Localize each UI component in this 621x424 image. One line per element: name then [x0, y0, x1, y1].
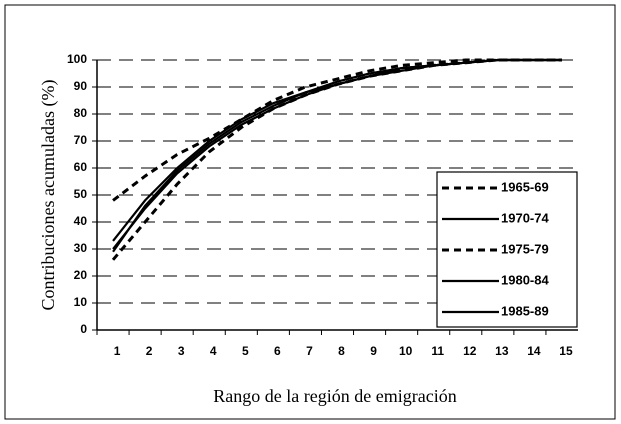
legend-label: 1970-74: [501, 210, 549, 225]
x-tick-label: 8: [338, 344, 345, 358]
x-tick-label: 13: [495, 344, 509, 358]
y-tick-label: 50: [74, 187, 88, 201]
frame: [4, 4, 616, 420]
x-tick-label: 10: [399, 344, 413, 358]
y-tick-label: 80: [74, 106, 88, 120]
y-tick-label: 0: [80, 322, 87, 336]
x-tick-label: 14: [527, 344, 541, 358]
x-tick-label: 7: [306, 344, 313, 358]
x-tick-label: 3: [178, 344, 185, 358]
x-tick-label: 12: [463, 344, 477, 358]
y-tick-label: 70: [74, 133, 88, 147]
y-tick-label: 20: [74, 268, 88, 282]
legend-label: 1985-89: [501, 303, 549, 318]
legend-label: 1965-69: [501, 179, 549, 194]
y-tick-label: 40: [74, 214, 88, 228]
x-tick-label: 2: [146, 344, 153, 358]
series-line: [112, 58, 562, 253]
legend-label: 1980-84: [501, 272, 549, 287]
x-tick-label: 9: [370, 344, 377, 358]
legend-label: 1975-79: [501, 241, 549, 256]
y-tick-label: 100: [67, 52, 87, 66]
x-tick-label: 4: [210, 344, 217, 358]
x-tick-label: 11: [431, 344, 444, 358]
x-axis-title: Rango de la región de emigración: [213, 386, 456, 406]
y-tick-label: 90: [74, 79, 88, 93]
x-tick-label: 5: [242, 344, 249, 358]
y-tick-label: 30: [74, 241, 88, 255]
y-tick-label: 10: [74, 295, 88, 309]
y-tick-label: 60: [74, 160, 88, 174]
x-tick-label: 15: [559, 344, 573, 358]
y-axis-title: Contribuciones acumuladas (%): [38, 80, 59, 311]
x-tick-label: 1: [114, 344, 121, 358]
x-tick-label: 6: [274, 344, 281, 358]
